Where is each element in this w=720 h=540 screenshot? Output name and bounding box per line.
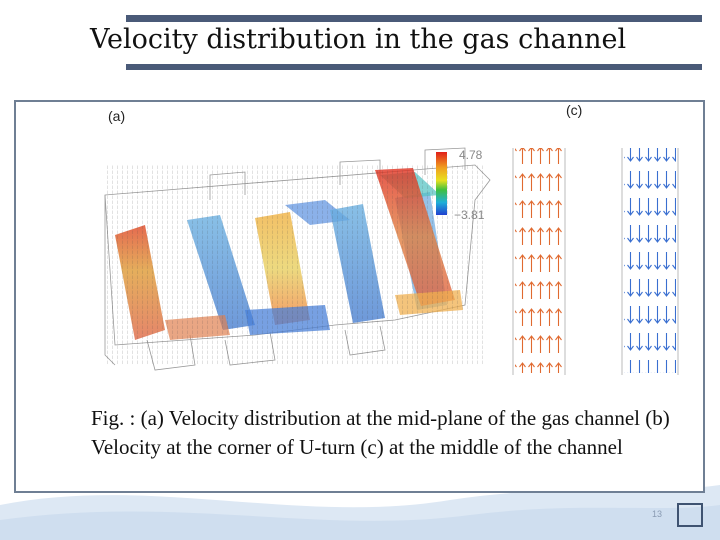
background-wave xyxy=(0,485,720,540)
colorbar-max: 4.78 xyxy=(459,148,483,162)
slide-title: Velocity distribution in the gas channel xyxy=(90,24,627,55)
colorbar xyxy=(436,152,447,215)
figure-label-a: (a) xyxy=(108,108,126,124)
figure-caption: Fig. : (a) Velocity distribution at the … xyxy=(91,406,670,459)
title-bar-bottom xyxy=(126,64,702,70)
velocity-figure: 4.78 −3.81 xyxy=(104,147,679,375)
serpentine-channel xyxy=(104,147,491,371)
title-bar-top xyxy=(126,15,702,22)
figure-label-c: (c) xyxy=(566,102,583,118)
page-number: 13 xyxy=(652,509,663,519)
panel-c-arrows xyxy=(621,148,679,375)
panel-b-arrows xyxy=(512,148,566,375)
corner-box-icon xyxy=(677,503,703,527)
colorbar-min: −3.81 xyxy=(454,208,485,222)
